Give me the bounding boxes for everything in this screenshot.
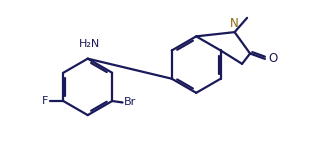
Text: Br: Br [124,98,136,108]
Text: N: N [230,17,239,30]
Text: F: F [41,96,48,106]
Text: O: O [268,52,278,65]
Text: H₂N: H₂N [79,39,100,49]
